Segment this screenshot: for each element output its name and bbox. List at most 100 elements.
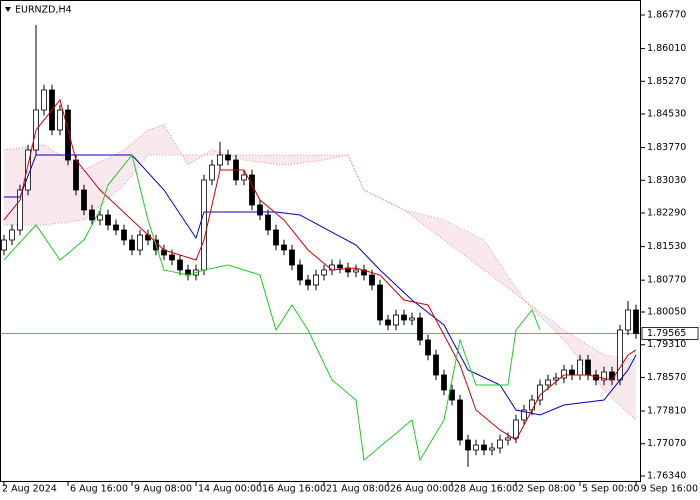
candle-body: [201, 179, 207, 271]
candle-body: [209, 164, 215, 181]
cloud-edge: [4, 154, 637, 361]
menu-triangle[interactable]: [5, 7, 11, 12]
candle-body: [417, 317, 423, 341]
candle-body: [41, 89, 47, 111]
candle-body: [425, 339, 431, 356]
candle-body: [313, 274, 319, 286]
x-tick-label: 28 Aug 16:00: [454, 484, 518, 495]
candle-body: [433, 354, 439, 376]
candle-body: [305, 279, 311, 286]
candle-body: [513, 419, 519, 439]
candle-body: [601, 371, 607, 381]
x-tick-label: 16 Aug 16:00: [262, 484, 326, 495]
x-tick-label: 21 Aug 08:00: [326, 484, 390, 495]
candle-body: [137, 234, 143, 251]
candle-body: [73, 159, 79, 191]
candle-body: [345, 267, 351, 273]
candle-body: [337, 264, 343, 269]
candle-body: [353, 269, 359, 273]
candle-body: [225, 154, 231, 161]
candle-body: [129, 239, 135, 251]
candle-body: [385, 319, 391, 326]
candle-body: [217, 154, 223, 166]
x-tick-label: 14 Aug 00:00: [198, 484, 262, 495]
cloud-edge: [3, 124, 637, 421]
candle-body: [169, 254, 175, 261]
y-tick-label: 1.86770: [647, 9, 686, 20]
candle-body: [617, 329, 623, 381]
x-tick-label: 6 Aug 16:00: [70, 484, 128, 495]
candle-body: [377, 284, 383, 321]
candle-body: [473, 444, 479, 451]
y-tick-label: 1.85270: [647, 76, 686, 87]
x-tick-label: 5 Sep 00:00: [582, 484, 639, 495]
y-tick-label: 1.79310: [647, 339, 686, 350]
y-tick-label: 1.76340: [647, 470, 686, 481]
candle-body: [505, 437, 511, 441]
y-tick-label: 1.77810: [647, 406, 686, 417]
candle-body: [497, 439, 503, 449]
candle-body: [545, 379, 551, 386]
candle-body: [633, 309, 639, 334]
candle-body: [97, 214, 103, 221]
candle-body: [569, 369, 575, 376]
y-tick-label: 1.83030: [647, 175, 686, 186]
candle-body: [177, 259, 183, 271]
candle-body: [441, 374, 447, 391]
x-tick-label: 9 Sep 16:00: [641, 484, 698, 495]
y-tick-label: 1.78570: [647, 372, 686, 383]
indicator-line: [4, 154, 637, 416]
candle-body: [489, 447, 495, 451]
candle-body: [393, 314, 399, 326]
chart-title: EURNZD,H4: [15, 5, 72, 16]
candle-body: [281, 244, 287, 251]
candle-body: [273, 229, 279, 246]
y-tick-label: 1.82290: [647, 207, 686, 218]
y-tick-label: 1.77070: [647, 438, 686, 449]
candle-body: [145, 234, 151, 241]
candle-body: [457, 399, 463, 441]
candle-body: [449, 389, 455, 401]
indicator-line: [3, 153, 541, 462]
y-tick-label: 1.86010: [647, 43, 686, 54]
plot-area: [0, 25, 641, 467]
candle-body: [89, 209, 95, 221]
x-tick-label: 2 Sep 08:00: [518, 484, 575, 495]
candle-body: [401, 314, 407, 321]
candle-body: [529, 399, 535, 411]
candle-body: [1, 239, 7, 251]
candle-body: [289, 249, 295, 266]
plot-frame: [0, 0, 641, 482]
candle-body: [561, 369, 567, 379]
indicator-line: [3, 98, 637, 441]
candle-body: [465, 439, 471, 451]
candle-body: [481, 444, 487, 451]
y-tick-label: 1.81530: [647, 241, 686, 252]
candle-body: [577, 359, 583, 376]
x-tick-label: 9 Aug 08:00: [134, 484, 192, 495]
x-tick-label: 26 Aug 00:00: [390, 484, 454, 495]
candle-body: [249, 174, 255, 206]
candle-body: [257, 204, 263, 216]
candle-body: [609, 371, 615, 381]
candle-body: [17, 189, 23, 231]
candle-body: [121, 229, 127, 241]
candle-body: [369, 274, 375, 286]
candle-body: [113, 224, 119, 231]
y-tick-label: 1.83770: [647, 142, 686, 153]
candle-body: [297, 264, 303, 281]
candle-body: [409, 317, 415, 321]
y-tick-label: 1.80050: [647, 307, 686, 318]
y-tick-label: 1.80770: [647, 275, 686, 286]
current-price-box: [641, 327, 699, 340]
candle-body: [625, 309, 631, 331]
candle-body: [329, 264, 335, 271]
candle-body: [241, 174, 247, 181]
x-tick-label: 2 Aug 2024: [2, 484, 57, 495]
y-tick-label: 1.84530: [647, 108, 686, 119]
candle-body: [265, 214, 271, 231]
candle-body: [321, 269, 327, 276]
